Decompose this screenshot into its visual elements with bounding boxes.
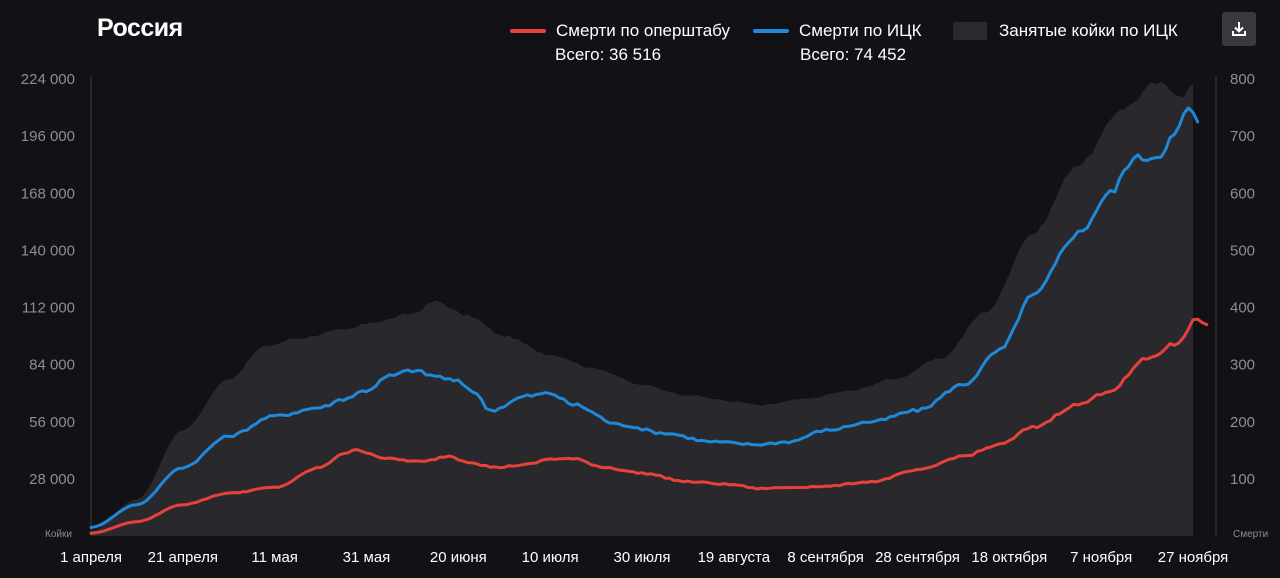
x-axis-tick: 11 мая	[251, 549, 298, 566]
x-axis-tick: 18 октября	[971, 549, 1047, 566]
download-icon	[1232, 22, 1246, 36]
beds-area	[91, 81, 1193, 537]
chart-title: Россия	[97, 14, 183, 42]
download-button[interactable]	[1222, 12, 1256, 46]
legend-swatch-blue	[753, 29, 789, 33]
x-axis-tick: 31 мая	[343, 549, 391, 566]
x-axis-tick: 30 июля	[613, 549, 670, 566]
x-axis-tick: 27 ноября	[1158, 549, 1229, 566]
x-axis-tick: 8 сентября	[787, 549, 864, 566]
left-axis-tick: 168 000	[21, 185, 75, 202]
x-axis-tick: 7 ноября	[1070, 549, 1132, 566]
ick-deaths-line	[89, 106, 1200, 529]
legend-swatch-area	[953, 22, 987, 40]
right-axis-tick: 500	[1230, 242, 1255, 259]
right-axis-tick: 800	[1230, 71, 1255, 88]
right-axis-tick: 600	[1230, 185, 1255, 202]
right-axis-tick: 200	[1230, 414, 1255, 431]
x-axis-tick: 21 апреля	[148, 549, 218, 566]
legend-item-operational-deaths[interactable]: Смерти по оперштабу	[510, 20, 730, 42]
x-axis-tick: 28 сентября	[875, 549, 960, 566]
legend-item-beds[interactable]: Занятые койки по ИЦК	[953, 20, 1178, 42]
right-axis-unit: Смерти	[1233, 529, 1268, 540]
left-axis-tick: 140 000	[21, 242, 75, 259]
left-axis-tick: 196 000	[21, 128, 75, 145]
legend-total-operational: Всего: 36 516	[555, 45, 662, 64]
legend-item-ick-deaths[interactable]: Смерти по ИЦК	[753, 20, 922, 42]
x-axis-tick: 19 августа	[698, 549, 771, 566]
right-axis-tick: 300	[1230, 357, 1255, 374]
legend-label: Смерти по оперштабу	[556, 21, 731, 40]
legend-swatch-red	[510, 29, 546, 33]
left-axis-tick: 28 000	[29, 471, 75, 488]
left-axis-unit: Койки	[45, 529, 72, 540]
right-axis-tick: 700	[1230, 128, 1255, 145]
x-axis-tick: 20 июня	[430, 549, 487, 566]
right-axis-tick: 400	[1230, 300, 1255, 317]
right-axis-tick: 100	[1230, 471, 1255, 488]
legend-label: Занятые койки по ИЦК	[999, 21, 1178, 40]
x-axis-tick: 1 апреля	[60, 549, 122, 566]
x-axis-tick: 10 июля	[522, 549, 579, 566]
left-axis-tick: 112 000	[22, 300, 75, 317]
left-axis-tick: 84 000	[29, 357, 75, 374]
legend-label: Смерти по ИЦК	[799, 21, 922, 40]
operational-deaths-line	[89, 317, 1209, 535]
left-axis-tick: 56 000	[29, 414, 75, 431]
left-axis-tick: 224 000	[21, 71, 75, 88]
legend-total-ick: Всего: 74 452	[800, 45, 907, 64]
